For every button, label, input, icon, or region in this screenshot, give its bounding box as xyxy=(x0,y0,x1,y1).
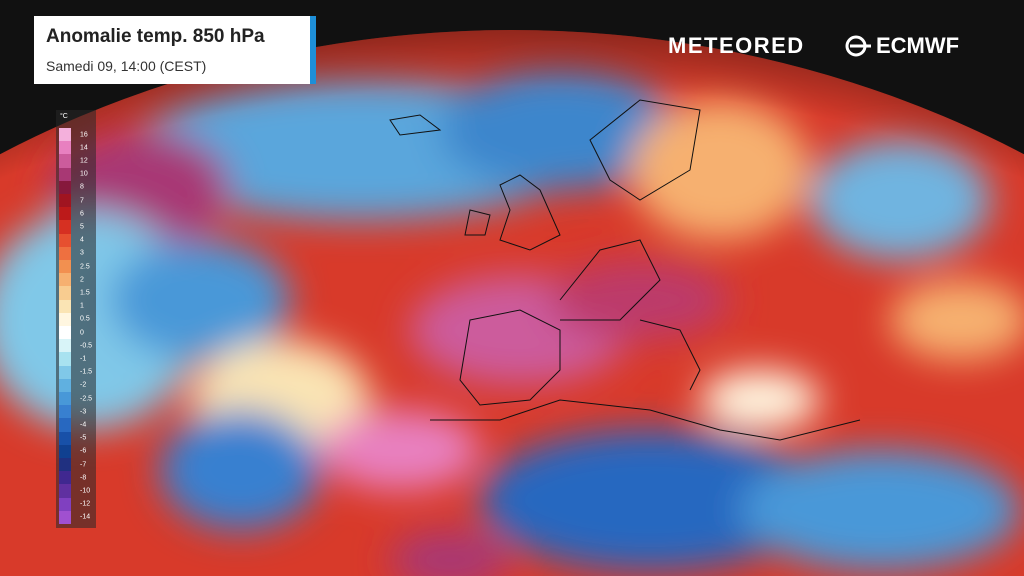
legend-label: 12 xyxy=(80,157,88,165)
legend-swatch xyxy=(59,378,71,393)
subtitle: Samedi 09, 14:00 (CEST) xyxy=(46,58,207,74)
logo-meteored: METEORED xyxy=(668,33,805,58)
legend-swatch xyxy=(59,431,71,446)
legend-swatch xyxy=(59,339,71,353)
legend-label: -0.5 xyxy=(80,342,93,350)
legend-swatch xyxy=(59,260,71,274)
legend-swatch xyxy=(59,444,71,459)
legend-unit: °C xyxy=(60,113,68,120)
legend-label: 1 xyxy=(80,302,84,310)
legend-label: 1.5 xyxy=(80,289,90,297)
legend-label: 2 xyxy=(80,276,84,284)
legend-swatch xyxy=(59,418,71,433)
legend-swatch xyxy=(59,484,71,499)
logo-icon xyxy=(845,35,871,57)
legend-label: -4 xyxy=(80,421,87,429)
legend-label: 4 xyxy=(80,236,84,244)
legend-label: 8 xyxy=(80,183,84,191)
legend-bar xyxy=(59,128,71,525)
legend-swatch xyxy=(59,246,71,261)
legend-label: 2.5 xyxy=(80,263,90,271)
legend-swatch xyxy=(59,286,71,301)
legend-label: -14 xyxy=(80,513,91,521)
legend: °C 16 14 12 10 8 7 6 5 4 3 2.5 2 1.5 1 0.5 0 -0.5 -1 -1.5 -… xyxy=(56,110,96,528)
legend-label: -6 xyxy=(80,447,87,455)
legend-swatch xyxy=(59,167,71,182)
legend-label: 6 xyxy=(80,210,84,218)
legend-label: -7 xyxy=(80,461,87,469)
legend-label: 3 xyxy=(80,249,84,257)
legend-swatch xyxy=(59,154,71,169)
legend-label: 5 xyxy=(80,223,84,231)
legend-label: 10 xyxy=(80,170,88,178)
legend-swatch xyxy=(59,497,71,512)
legend-swatch xyxy=(59,405,71,419)
legend-swatch xyxy=(59,458,71,472)
legend-swatch xyxy=(59,207,71,221)
legend-swatch xyxy=(59,194,71,208)
legend-label: -3 xyxy=(80,408,87,416)
legend-label: -5 xyxy=(80,434,87,442)
legend-swatch xyxy=(59,141,71,155)
legend-swatch xyxy=(59,128,71,142)
legend-label: 0 xyxy=(80,329,84,337)
logo-ecmwf: ECMWF xyxy=(876,33,960,58)
legend-swatch xyxy=(59,352,71,367)
legend-label: -12 xyxy=(80,500,91,508)
legend-label: 0.5 xyxy=(80,315,90,323)
title: Anomalie temp. 850 hPa xyxy=(46,26,265,47)
legend-label: 7 xyxy=(80,197,84,205)
legend-swatch xyxy=(59,273,71,287)
legend-swatch xyxy=(59,233,71,248)
legend-swatch xyxy=(59,180,71,195)
legend-swatch xyxy=(59,326,71,340)
legend-label: -10 xyxy=(80,487,91,495)
legend-swatch xyxy=(59,471,71,485)
legend-swatch xyxy=(59,510,71,525)
legend-label: -1.5 xyxy=(80,368,93,376)
legend-label: 16 xyxy=(80,131,88,139)
legend-swatch xyxy=(59,312,71,327)
legend-swatch xyxy=(59,220,71,235)
title-box: Anomalie temp. 850 hPa Samedi 09, 14:00 … xyxy=(34,16,316,84)
legend-swatch xyxy=(59,299,71,314)
legend-label: -2.5 xyxy=(80,395,93,403)
legend-swatch xyxy=(59,365,71,380)
legend-label: -8 xyxy=(80,474,87,482)
legend-label: 14 xyxy=(80,144,88,152)
legend-label: -2 xyxy=(80,381,87,389)
legend-label: -1 xyxy=(80,355,87,363)
legend-swatch xyxy=(59,392,71,406)
